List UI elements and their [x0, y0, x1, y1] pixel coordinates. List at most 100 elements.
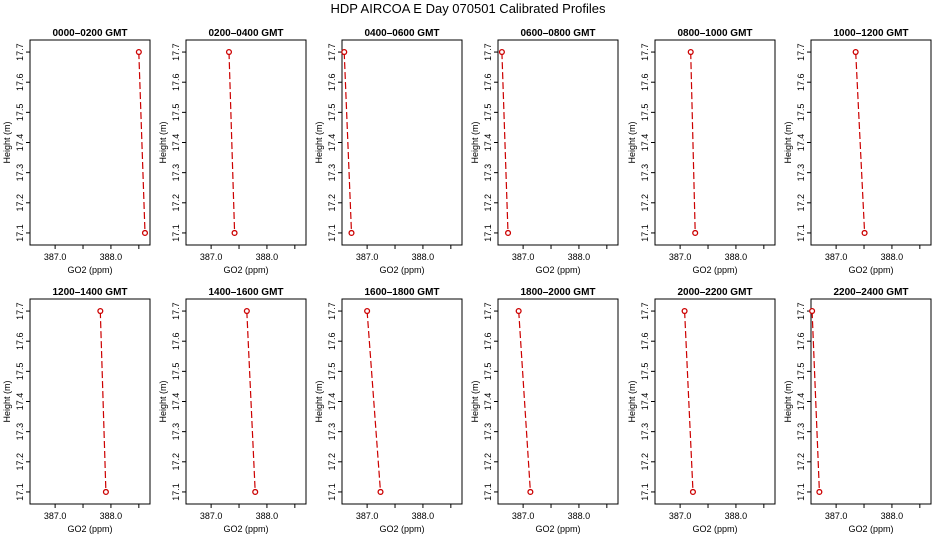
- x-axis-label: GO2 (ppm): [67, 265, 112, 275]
- y-axis-label: Height (m): [627, 121, 637, 163]
- panel-10: 2000–2200 GMT 387.0 388.0 17.1 17.2 17.3 17.4 1…: [627, 287, 776, 534]
- panel-2: 0400–0600 GMT 387.0 388.0 17.1 17.2 17.3 17.4 1…: [314, 28, 463, 275]
- x-tick-label: 387.0: [44, 252, 67, 262]
- data-point: [141, 229, 149, 236]
- y-tick-label: 17.1: [327, 483, 337, 501]
- panel-title: 0400–0600 GMT: [364, 28, 439, 39]
- profile-line: [501, 52, 509, 233]
- data-point: [243, 308, 250, 315]
- y-tick-label: 17.5: [15, 104, 25, 122]
- profile-line: [228, 52, 236, 233]
- y-tick-label: 17.4: [483, 134, 493, 152]
- y-tick-label: 17.4: [15, 134, 25, 152]
- y-axis-label: Height (m): [2, 380, 12, 422]
- x-axis-label: GO2 (ppm): [692, 265, 737, 275]
- x-tick-label: 387.0: [512, 511, 535, 521]
- y-axis-label: Height (m): [783, 380, 793, 422]
- plot-frame: [185, 298, 307, 505]
- x-tick-label: 387.0: [44, 511, 67, 521]
- y-axis-label: Height (m): [158, 380, 168, 422]
- y-tick-label: 17.6: [483, 332, 493, 350]
- y-axis-label: Height (m): [158, 121, 168, 163]
- y-tick-label: 17.1: [640, 483, 650, 501]
- data-point: [515, 308, 522, 315]
- profile-line: [343, 52, 353, 233]
- y-axis-label: Height (m): [783, 121, 793, 163]
- y-tick-label: 17.5: [796, 104, 806, 122]
- y-axis-label: Height (m): [314, 380, 324, 422]
- panel-title: 0000–0200 GMT: [52, 28, 127, 39]
- x-tick-label: 387.0: [200, 511, 223, 521]
- data-point: [377, 488, 384, 495]
- y-tick-label: 17.5: [171, 363, 181, 381]
- x-tick-label: 387.0: [512, 252, 535, 262]
- panel-6: 1200–1400 GMT 387.0 388.0 17.1 17.2 17.3 17.4 1…: [2, 287, 151, 534]
- y-tick-label: 17.5: [483, 363, 493, 381]
- x-tick-label: 388.0: [881, 511, 904, 521]
- y-tick-label: 17.5: [640, 363, 650, 381]
- x-tick-label: 388.0: [412, 252, 435, 262]
- panels-container: 0000–0200 GMT 387.0 388.0 17.1 17.2 17.3 17.4 1…: [2, 28, 932, 534]
- x-axis-label: GO2 (ppm): [692, 524, 737, 534]
- x-tick-label: 388.0: [568, 511, 591, 521]
- data-point: [809, 308, 816, 315]
- profile-line: [99, 311, 107, 492]
- x-tick-label: 388.0: [412, 511, 435, 521]
- y-tick-label: 17.1: [171, 483, 181, 501]
- y-tick-label: 17.4: [15, 393, 25, 411]
- panel-title: 1800–2000 GMT: [520, 287, 595, 298]
- y-tick-label: 17.1: [327, 224, 337, 242]
- data-point: [498, 49, 505, 56]
- y-tick-label: 17.5: [327, 363, 337, 381]
- y-tick-label: 17.1: [796, 483, 806, 501]
- y-tick-label: 17.4: [171, 134, 181, 152]
- y-tick-label: 17.4: [640, 134, 650, 152]
- x-tick-label: 388.0: [568, 252, 591, 262]
- y-tick-label: 17.3: [483, 164, 493, 182]
- y-tick-label: 17.4: [483, 393, 493, 411]
- y-tick-label: 17.7: [796, 43, 806, 61]
- y-tick-label: 17.2: [640, 194, 650, 212]
- x-tick-label: 388.0: [881, 252, 904, 262]
- y-tick-label: 17.5: [171, 104, 181, 122]
- data-point: [689, 488, 697, 495]
- plot-frame: [29, 39, 151, 246]
- x-tick-label: 388.0: [256, 511, 279, 521]
- y-tick-label: 17.2: [796, 194, 806, 212]
- x-tick-label: 388.0: [100, 511, 123, 521]
- y-tick-label: 17.4: [171, 393, 181, 411]
- y-tick-label: 17.7: [483, 43, 493, 61]
- y-tick-label: 17.3: [483, 423, 493, 441]
- plot-frame: [810, 39, 932, 246]
- y-tick-label: 17.5: [15, 363, 25, 381]
- panel-5: 1000–1200 GMT 387.0 388.0 17.1 17.2 17.3 17.4 1…: [783, 28, 932, 275]
- y-tick-label: 17.3: [796, 164, 806, 182]
- x-axis-label: GO2 (ppm): [223, 265, 268, 275]
- panel-4: 0800–1000 GMT 387.0 388.0 17.1 17.2 17.3 17.4 1…: [627, 28, 776, 275]
- y-tick-label: 17.7: [640, 43, 650, 61]
- plot-frame: [497, 39, 619, 246]
- y-tick-label: 17.6: [15, 73, 25, 91]
- y-tick-label: 17.6: [796, 332, 806, 350]
- data-point: [341, 49, 348, 56]
- profile-line: [684, 311, 694, 492]
- x-tick-label: 387.0: [825, 252, 848, 262]
- y-tick-label: 17.3: [327, 423, 337, 441]
- x-tick-label: 387.0: [356, 252, 379, 262]
- plot-frame: [654, 39, 776, 246]
- plot-frame: [185, 39, 307, 246]
- y-tick-label: 17.5: [640, 104, 650, 122]
- y-tick-label: 17.4: [796, 393, 806, 411]
- y-tick-label: 17.3: [796, 423, 806, 441]
- y-tick-label: 17.3: [171, 164, 181, 182]
- data-point: [364, 308, 371, 315]
- data-point: [681, 308, 688, 315]
- panel-title: 1400–1600 GMT: [208, 287, 283, 298]
- data-point: [687, 49, 694, 56]
- x-axis-label: GO2 (ppm): [67, 524, 112, 534]
- y-tick-label: 17.2: [327, 453, 337, 471]
- y-tick-label: 17.3: [171, 423, 181, 441]
- profile-line: [366, 311, 382, 492]
- y-tick-label: 17.4: [640, 393, 650, 411]
